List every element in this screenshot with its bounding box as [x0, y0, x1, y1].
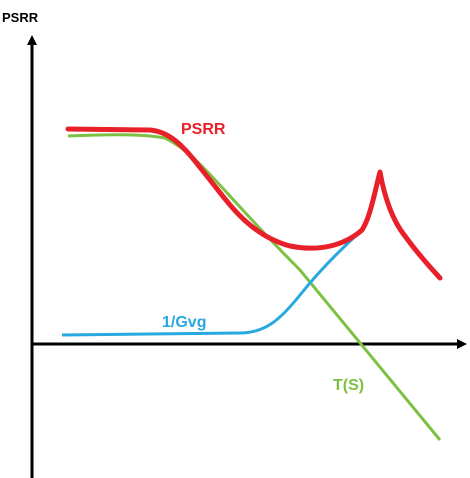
gvg-label: 1/Gvg [162, 314, 206, 331]
ts-label: T(S) [333, 377, 364, 394]
psrr-curve [65, 126, 443, 281]
y-axis-label: PSRR [2, 10, 39, 25]
psrr-label: PSRR [181, 121, 226, 138]
gvg-curve [61, 230, 362, 337]
ts-curve [67, 133, 442, 441]
